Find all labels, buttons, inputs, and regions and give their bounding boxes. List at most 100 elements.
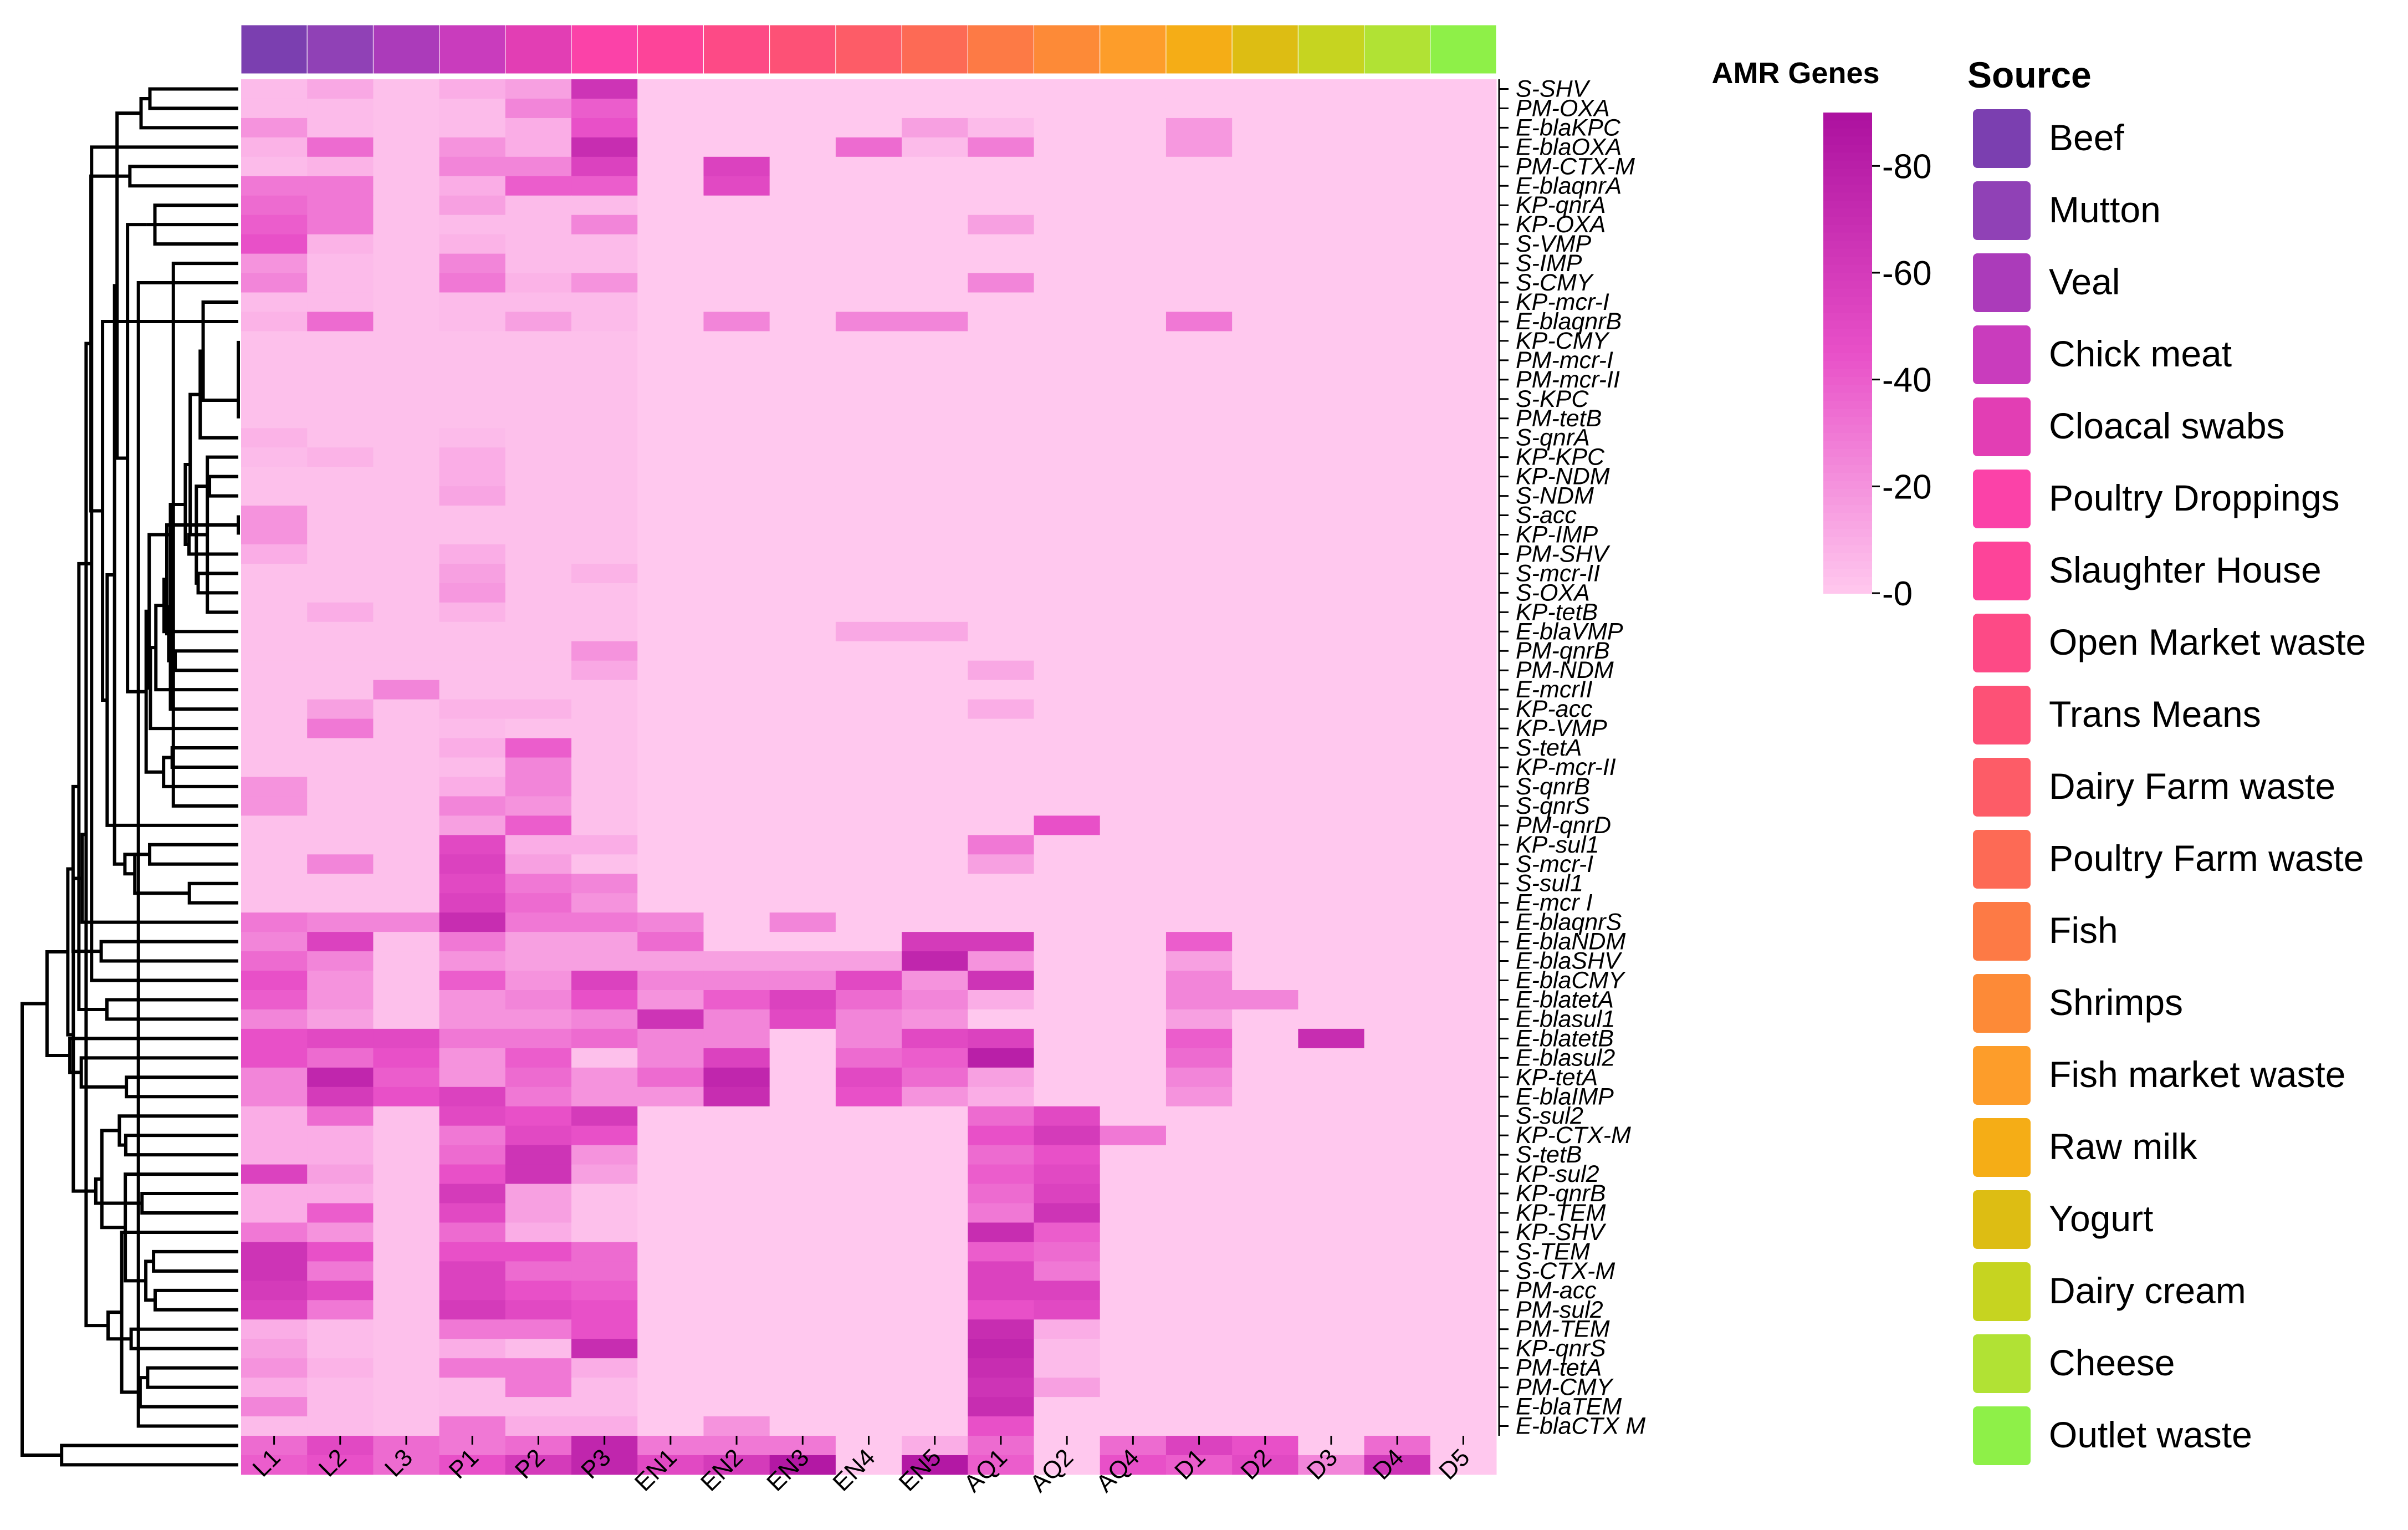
heatmap-cell (241, 563, 308, 584)
heatmap-cell (1034, 409, 1101, 429)
heatmap-cell (968, 1281, 1035, 1300)
heatmap-cell (373, 602, 440, 623)
heatmap-cell (571, 1281, 638, 1300)
heatmap-cell (637, 467, 704, 487)
heatmap-cell (571, 971, 638, 991)
heatmap-cell (307, 525, 374, 545)
heatmap-cell (703, 1319, 770, 1339)
heatmap-cell (1364, 1009, 1431, 1029)
heatmap-cell (1034, 1067, 1101, 1088)
heatmap-cell (505, 718, 572, 739)
heatmap-cell (1364, 447, 1431, 467)
heatmap-cell (307, 409, 374, 429)
heatmap-cell (505, 506, 572, 526)
heatmap-cell (1100, 389, 1167, 409)
heatmap-cell (703, 990, 770, 1010)
heatmap-cell (835, 854, 902, 874)
legend-swatch (1973, 1334, 2031, 1393)
heatmap-cell (307, 951, 374, 971)
heatmap-cell (1165, 525, 1233, 545)
heatmap-cell (1430, 815, 1497, 835)
heatmap-cell (835, 1067, 902, 1088)
heatmap-cell (902, 292, 968, 312)
heatmap-cell (1232, 699, 1298, 720)
heatmap-cell (307, 176, 374, 196)
heatmap-cell (307, 1242, 374, 1262)
heatmap-cell (1430, 1087, 1497, 1107)
heatmap-cell (769, 1087, 836, 1107)
heatmap-cell (968, 563, 1035, 584)
heatmap-cell (373, 1358, 440, 1378)
colorbar-segment (1823, 537, 1872, 546)
colorbar-segment (1823, 553, 1872, 562)
heatmap-cell (439, 234, 506, 254)
heatmap-cell (1232, 447, 1298, 467)
heatmap-cell (835, 1261, 902, 1281)
heatmap-cell (637, 932, 704, 952)
heatmap-cell (241, 176, 308, 196)
heatmap-cell (902, 312, 968, 332)
heatmap-cell (1364, 1222, 1431, 1242)
heatmap-cell (835, 932, 902, 952)
heatmap-cell (902, 1222, 968, 1242)
heatmap-cell (1034, 1203, 1101, 1223)
heatmap-cell (637, 912, 704, 932)
heatmap-cell (1165, 176, 1233, 196)
heatmap-cell (1298, 1242, 1365, 1262)
heatmap-cell (968, 971, 1035, 991)
heatmap-cell (1165, 1203, 1233, 1223)
heatmap-cell (439, 486, 506, 506)
heatmap-cell (968, 312, 1035, 332)
colorbar-segment (1823, 192, 1872, 201)
heatmap-cell (439, 1358, 506, 1378)
heatmap-cell (1034, 971, 1101, 991)
heatmap-cell (769, 641, 836, 661)
heatmap-cell (571, 273, 638, 293)
heatmap-cell (1364, 331, 1431, 351)
row-dendrogram (21, 87, 240, 1467)
heatmap-cell (571, 777, 638, 797)
heatmap-cell (1100, 331, 1167, 351)
heatmap-cell (241, 796, 308, 816)
heatmap-cell (637, 312, 704, 332)
heatmap-cell (373, 118, 440, 138)
row-label: PM-mcr-II (1516, 366, 1620, 393)
heatmap-cell (902, 215, 968, 235)
heatmap-cell (637, 1281, 704, 1300)
heatmap-cell (902, 699, 968, 720)
heatmap-cell (1298, 1378, 1365, 1398)
heatmap-cell (968, 409, 1035, 429)
heatmap-cell (571, 98, 638, 119)
heatmap-cell (703, 1455, 770, 1475)
heatmap-cell (902, 1378, 968, 1398)
colorbar-segment (1823, 441, 1872, 450)
heatmap-cell (703, 467, 770, 487)
heatmap-cell (1364, 292, 1431, 312)
dendrogram-branch (105, 573, 238, 827)
heatmap-cell (307, 544, 374, 564)
heatmap-cell (439, 951, 506, 971)
heatmap-cell (769, 1028, 836, 1049)
row-label: PM-NDM (1516, 657, 1614, 684)
heatmap-cell (835, 912, 902, 932)
source-strip-AQ1 (967, 24, 1035, 74)
heatmap-cell (637, 815, 704, 835)
heatmap-cell (835, 118, 902, 138)
heatmap-cell (1298, 796, 1365, 816)
heatmap-cell (902, 544, 968, 564)
row-label: E-blaqnrB (1516, 308, 1622, 335)
heatmap-cell (703, 234, 770, 254)
heatmap-cell (1034, 718, 1101, 739)
heatmap-cell (571, 680, 638, 700)
heatmap-cell (439, 447, 506, 467)
heatmap-cell (1100, 602, 1167, 623)
heatmap-cell (902, 1242, 968, 1262)
heatmap-cell (1100, 757, 1167, 777)
heatmap-cell (439, 389, 506, 409)
colorbar-segment (1823, 489, 1872, 498)
heatmap-cell (1232, 486, 1298, 506)
heatmap-cell (1364, 98, 1431, 119)
heatmap-cell (637, 583, 704, 603)
heatmap-cell (1232, 1203, 1298, 1223)
heatmap-cell (835, 331, 902, 351)
